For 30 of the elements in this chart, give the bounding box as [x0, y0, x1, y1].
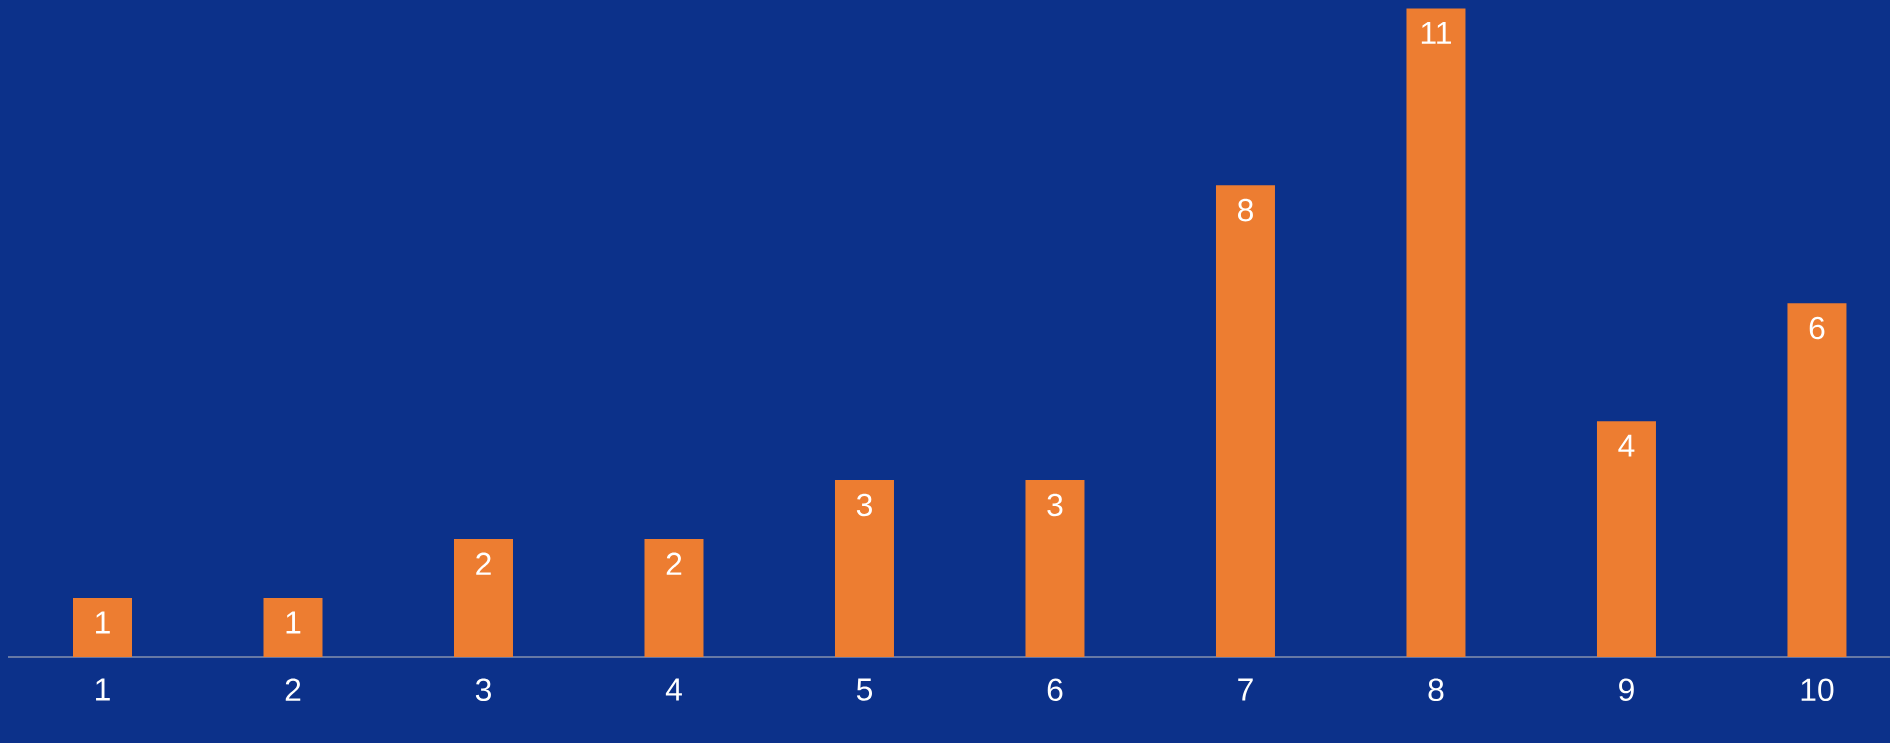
bar — [453, 539, 513, 657]
data-label: 3 — [856, 493, 872, 517]
x-tick-label: 10 — [1801, 678, 1834, 702]
bar — [1596, 421, 1656, 657]
x-tick-label: 5 — [856, 678, 873, 701]
bar — [1025, 480, 1085, 657]
bar — [263, 598, 323, 657]
x-tick-label: 9 — [1619, 678, 1634, 702]
bar — [1215, 185, 1275, 657]
bar — [1406, 8, 1466, 657]
data-label: 1 — [96, 611, 110, 634]
data-label: 1 — [286, 611, 301, 634]
data-label: 2 — [476, 552, 491, 575]
x-tick-label: 4 — [665, 678, 682, 701]
x-tick-label: 3 — [475, 678, 491, 702]
x-tick-label: 1 — [96, 678, 110, 701]
data-label: 6 — [1809, 316, 1825, 340]
data-label: 11 — [1421, 21, 1451, 44]
data-label: 3 — [1047, 493, 1063, 517]
x-tick-label: 8 — [1428, 678, 1444, 702]
bar — [73, 598, 132, 657]
bar — [644, 539, 704, 657]
x-tick-label: 2 — [285, 678, 301, 701]
x-tick-label: 7 — [1238, 678, 1253, 701]
x-tick-label: 6 — [1047, 678, 1063, 702]
data-label: 4 — [1618, 434, 1635, 457]
bar — [834, 480, 894, 657]
data-label: 8 — [1238, 198, 1253, 222]
bar — [1787, 303, 1847, 657]
data-label: 2 — [666, 552, 682, 575]
